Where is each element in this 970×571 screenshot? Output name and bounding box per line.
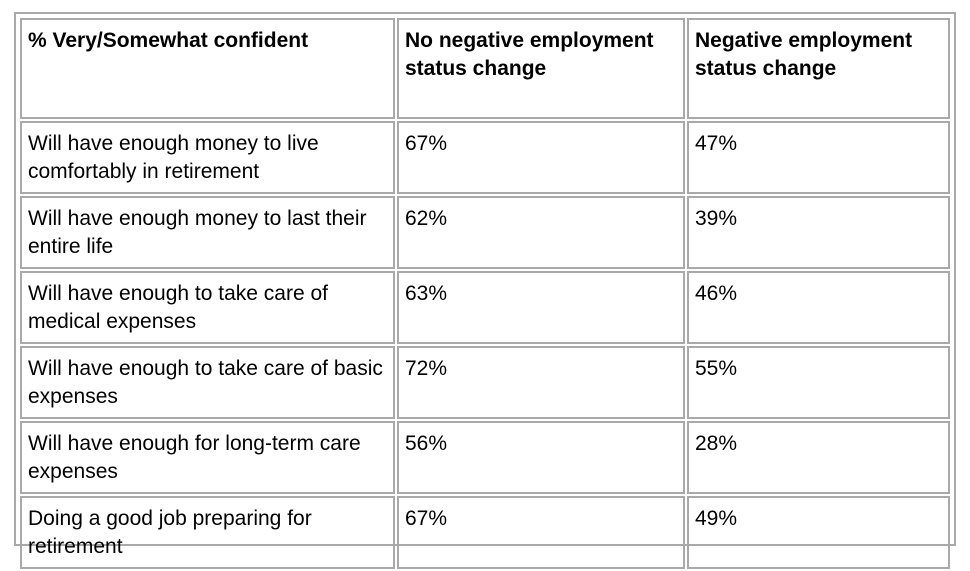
table-row: Doing a good job preparing for retiremen… xyxy=(20,496,950,569)
cell-negative-change: 39% xyxy=(687,196,950,269)
cell-no-negative-change: 72% xyxy=(397,346,685,419)
table-row: Will have enough to take care of basic e… xyxy=(20,346,950,419)
row-label: Will have enough to take care of medical… xyxy=(20,271,395,344)
row-label: Will have enough to take care of basic e… xyxy=(20,346,395,419)
cell-no-negative-change: 67% xyxy=(397,496,685,569)
cell-negative-change: 28% xyxy=(687,421,950,494)
cell-negative-change: 46% xyxy=(687,271,950,344)
data-table: % Very/Somewhat confident No negative em… xyxy=(18,16,952,571)
table-row: Will have enough money to live comfortab… xyxy=(20,121,950,194)
header-row: % Very/Somewhat confident No negative em… xyxy=(20,18,950,119)
cell-no-negative-change: 62% xyxy=(397,196,685,269)
cell-no-negative-change: 56% xyxy=(397,421,685,494)
row-label: Will have enough money to last their ent… xyxy=(20,196,395,269)
table-row: Will have enough to take care of medical… xyxy=(20,271,950,344)
cell-no-negative-change: 63% xyxy=(397,271,685,344)
header-negative-change: Negative employment status change xyxy=(687,18,950,119)
cell-negative-change: 47% xyxy=(687,121,950,194)
table-row: Will have enough money to last their ent… xyxy=(20,196,950,269)
cell-no-negative-change: 67% xyxy=(397,121,685,194)
header-measure: % Very/Somewhat confident xyxy=(20,18,395,119)
confidence-table: % Very/Somewhat confident No negative em… xyxy=(14,12,956,569)
header-no-negative-change: No negative employment status change xyxy=(397,18,685,119)
cell-negative-change: 49% xyxy=(687,496,950,569)
table-row: Will have enough for long-term care expe… xyxy=(20,421,950,494)
row-label: Will have enough for long-term care expe… xyxy=(20,421,395,494)
row-label: Doing a good job preparing for retiremen… xyxy=(20,496,395,569)
row-label: Will have enough money to live comfortab… xyxy=(20,121,395,194)
cell-negative-change: 55% xyxy=(687,346,950,419)
